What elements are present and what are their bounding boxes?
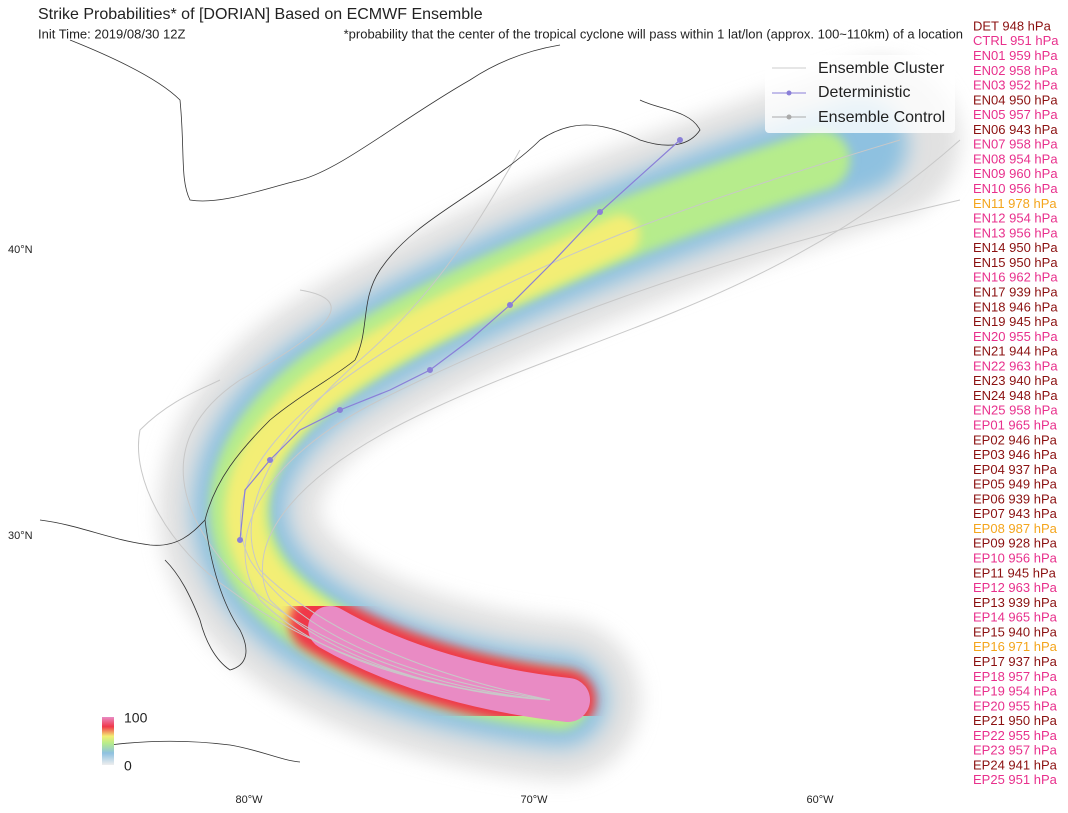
member-label: EP05 949 hPa bbox=[973, 477, 1058, 492]
member-label: EN06 943 hPa bbox=[973, 122, 1058, 137]
member-label: EP17 937 hPa bbox=[973, 654, 1058, 669]
member-label: EN01 959 hPa bbox=[973, 48, 1058, 63]
member-label: EP07 943 hPa bbox=[973, 506, 1058, 521]
member-label: EN20 955 hPa bbox=[973, 329, 1058, 344]
deterministic-track bbox=[237, 137, 683, 543]
member-label: EN11 978 hPa bbox=[973, 196, 1057, 211]
member-label: EN02 958 hPa bbox=[973, 63, 1058, 78]
member-label: EN18 946 hPa bbox=[973, 299, 1058, 314]
member-label: EP18 957 hPa bbox=[973, 669, 1058, 684]
member-label: EP24 941 hPa bbox=[973, 757, 1058, 772]
legend: Ensemble Cluster Deterministic Ensemble … bbox=[765, 55, 955, 133]
subtitle: Init Time: 2019/08/30 12Z bbox=[38, 26, 185, 41]
member-label: EP13 939 hPa bbox=[973, 595, 1058, 610]
coastline bbox=[39, 39, 701, 763]
member-label: EN21 944 hPa bbox=[973, 344, 1058, 359]
member-label: EN05 957 hPa bbox=[973, 107, 1058, 122]
lon-label: 80°W bbox=[235, 794, 263, 806]
lon-label: 60°W bbox=[806, 794, 834, 806]
member-label: EP11 945 hPa bbox=[973, 565, 1057, 580]
member-label: EP02 946 hPa bbox=[973, 432, 1058, 447]
member-label: DET 948 hPa bbox=[973, 18, 1052, 33]
note: *probability that the center of the trop… bbox=[344, 26, 963, 41]
member-label: EN09 960 hPa bbox=[973, 166, 1058, 181]
lat-label: 40°N bbox=[8, 244, 33, 256]
member-label: EN16 962 hPa bbox=[973, 270, 1058, 285]
lat-label: 30°N bbox=[8, 530, 33, 542]
member-label: CTRL 951 hPa bbox=[973, 33, 1059, 48]
legend-label: Ensemble Cluster bbox=[818, 60, 945, 77]
member-label: EP22 955 hPa bbox=[973, 728, 1058, 743]
member-label: EN17 939 hPa bbox=[973, 284, 1058, 299]
member-label: EN15 950 hPa bbox=[973, 255, 1058, 270]
member-label: EP25 951 hPa bbox=[973, 772, 1058, 787]
member-label: EP21 950 hPa bbox=[973, 713, 1058, 728]
colorbar-max: 100 bbox=[124, 710, 148, 726]
member-label: EN08 954 hPa bbox=[973, 151, 1058, 166]
member-label: EP20 955 hPa bbox=[973, 698, 1058, 713]
member-label: EP06 939 hPa bbox=[973, 491, 1058, 506]
probability-swath bbox=[159, 60, 960, 780]
member-label: EN24 948 hPa bbox=[973, 388, 1058, 403]
member-label: EP15 940 hPa bbox=[973, 624, 1058, 639]
member-label: EN19 945 hPa bbox=[973, 314, 1058, 329]
colorbar: 100 0 bbox=[102, 710, 148, 774]
member-label: EP14 965 hPa bbox=[973, 610, 1058, 625]
member-label: EP09 928 hPa bbox=[973, 536, 1058, 551]
member-label: EP23 957 hPa bbox=[973, 743, 1058, 758]
member-label: EN22 963 hPa bbox=[973, 358, 1058, 373]
colorbar-min: 0 bbox=[124, 758, 132, 774]
member-label: EP16 971 hPa bbox=[973, 639, 1058, 654]
title: Strike Probabilities* of [DORIAN] Based … bbox=[38, 6, 483, 23]
legend-label: Deterministic bbox=[818, 84, 910, 101]
member-label: EP08 987 hPa bbox=[973, 521, 1058, 536]
member-label: EN12 954 hPa bbox=[973, 211, 1058, 226]
ensemble-tracks bbox=[138, 139, 961, 701]
member-label: EP03 946 hPa bbox=[973, 447, 1058, 462]
member-label: EN04 950 hPa bbox=[973, 92, 1058, 107]
member-label: EN07 958 hPa bbox=[973, 137, 1058, 152]
legend-label: Ensemble Control bbox=[818, 109, 945, 126]
member-label: EP01 965 hPa bbox=[973, 417, 1058, 432]
member-label: EN13 956 hPa bbox=[973, 225, 1058, 240]
member-label: EP10 956 hPa bbox=[973, 551, 1058, 566]
member-label: EP04 937 hPa bbox=[973, 462, 1058, 477]
lon-label: 70°W bbox=[520, 794, 548, 806]
member-label: EN10 956 hPa bbox=[973, 181, 1058, 196]
member-label: EN03 952 hPa bbox=[973, 78, 1058, 93]
member-label: EN25 958 hPa bbox=[973, 403, 1058, 418]
member-label: EN23 940 hPa bbox=[973, 373, 1058, 388]
member-label: EP12 963 hPa bbox=[973, 580, 1058, 595]
member-label: EP19 954 hPa bbox=[973, 684, 1058, 699]
member-label: EN14 950 hPa bbox=[973, 240, 1058, 255]
